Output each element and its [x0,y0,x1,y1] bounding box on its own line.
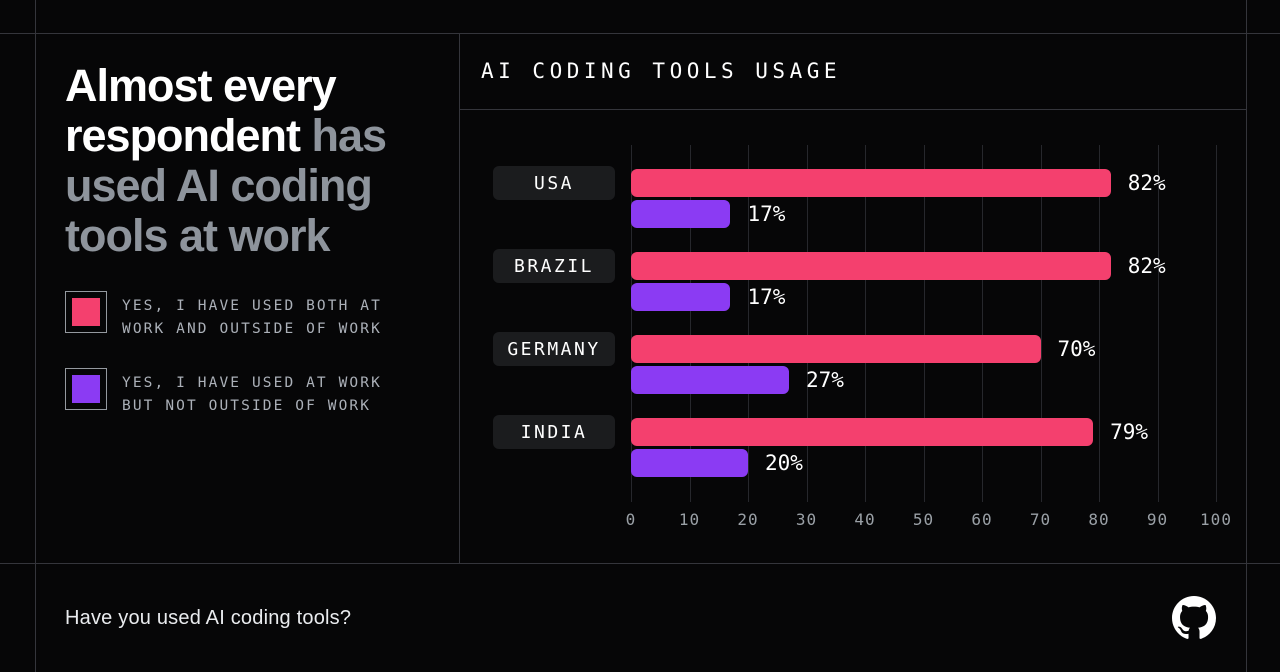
x-tick-label: 100 [1200,510,1232,529]
legend-item-work-only: YES, I HAVE USED AT WORK BUT NOT OUTSIDE… [65,368,459,418]
value-label-usa-series1: 82% [1127,171,1166,195]
gridline-100 [1216,145,1217,502]
category-chip-india: INDIA [493,415,615,449]
x-tick-label: 70 [1029,510,1052,529]
left-panel: Almost every respondent has used AI codi… [35,33,459,563]
gridline-50 [923,145,925,502]
x-tick-label: 50 [912,510,935,529]
x-tick-label: 90 [1146,510,1169,529]
frame-line-bottom [0,563,1280,564]
bar-usa-series2 [631,200,731,228]
bar-germany-series1 [631,335,1041,363]
category-chip-germany: GERMANY [493,332,615,366]
chart-header: AI CODING TOOLS USAGE [459,33,1246,110]
gridline-10 [689,145,691,502]
headline: Almost every respondent has used AI codi… [65,61,447,261]
value-label-brazil-series2: 17% [747,285,786,309]
legend: YES, I HAVE USED BOTH AT WORK AND OUTSID… [65,291,459,418]
bar-chart-plot: 0 10 20 30 40 50 60 70 80 90 100 USA 82% 17% BRAZIL 82%… [459,33,1246,563]
gridline-80 [1099,145,1100,502]
footer-question: Have you used AI coding tools? [65,606,352,629]
x-tick-label: 0 [625,510,637,529]
bar-germany-series2 [631,366,789,394]
bar-india-series2 [631,449,748,477]
legend-label: YES, I HAVE USED AT WORK BUT NOT OUTSIDE… [122,368,382,418]
x-tick-label: 30 [795,510,818,529]
value-label-germany-series2: 27% [805,368,844,392]
legend-swatch-pink [65,291,107,333]
value-label-india-series2: 20% [765,451,803,475]
bar-brazil-series2 [631,283,731,311]
gridline-0 [631,145,632,502]
panel-divider [459,33,460,563]
gridline-20 [748,145,749,502]
gridline-90 [1157,145,1159,502]
value-label-brazil-series1: 82% [1127,254,1166,278]
gridline-70 [1040,145,1042,502]
github-logo-icon [1172,596,1216,640]
x-tick-label: 20 [737,510,759,529]
legend-swatch-purple [65,368,107,410]
frame-line-top [0,33,1280,34]
bar-india-series1 [631,418,1094,446]
value-label-usa-series2: 17% [747,202,786,226]
x-tick-label: 10 [678,510,701,529]
value-label-india-series1: 79% [1110,420,1149,444]
category-chip-brazil: BRAZIL [493,249,615,283]
frame-line-left [35,0,36,672]
legend-swatch-pink-fill [72,298,100,326]
legend-item-both-work: YES, I HAVE USED BOTH AT WORK AND OUTSID… [65,291,459,341]
chart-panel: AI CODING TOOLS USAGE 0 10 20 30 40 50 60 70 80 9… [459,33,1246,563]
x-tick-label: 80 [1088,510,1110,529]
chart-title: AI CODING TOOLS USAGE [481,59,842,83]
legend-label: YES, I HAVE USED BOTH AT WORK AND OUTSID… [122,291,382,341]
frame-line-right [1246,0,1247,672]
legend-label-line: YES, I HAVE USED BOTH AT [122,298,382,314]
footer: Have you used AI coding tools? [35,564,1246,672]
legend-label-line: BUT NOT OUTSIDE OF WORK [122,398,372,414]
headline-primary: Almost every respondent [65,60,337,161]
bar-usa-series1 [631,169,1111,197]
legend-label-line: WORK AND OUTSIDE OF WORK [122,321,382,337]
legend-swatch-purple-fill [72,375,100,403]
value-label-germany-series1: 70% [1057,337,1096,361]
x-tick-label: 40 [854,510,876,529]
x-tick-label: 60 [971,510,993,529]
gridline-40 [865,145,866,502]
headline-secondary: has used AI coding tools at work [65,110,387,261]
gridline-30 [806,145,808,502]
legend-label-line: YES, I HAVE USED AT WORK [122,375,382,391]
gridline-60 [982,145,983,502]
bar-brazil-series1 [631,252,1111,280]
category-chip-usa: USA [493,166,615,200]
